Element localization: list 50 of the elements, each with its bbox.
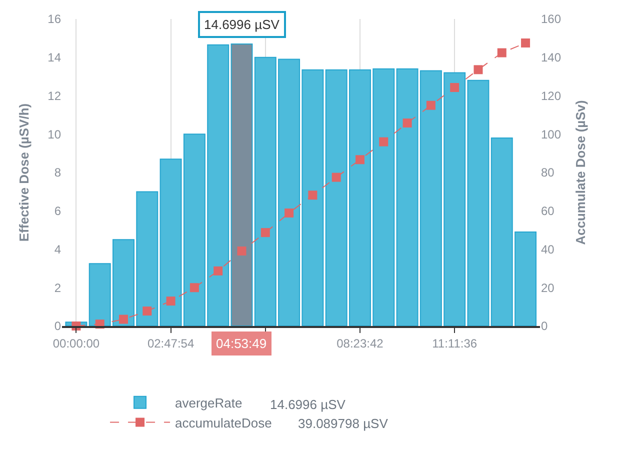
point [521,38,530,48]
text: 14.6996 µSV [270,397,346,412]
point [190,283,199,292]
y-axis-title: Effective Dose (µSV/h) [16,103,32,242]
y-tick-label: 12 [48,88,62,103]
point [474,65,483,74]
x-tick-label: 08:23:42 [336,336,384,350]
point [308,190,318,200]
y2-tick-label: 80 [541,166,555,180]
point [355,155,364,164]
point [402,118,412,128]
y2-tick-label: 20 [541,280,555,295]
text: 04:53:49 [216,336,267,351]
x-tick-label: 02:47:54 [147,336,194,350]
y2-tick-label: 140 [541,50,562,65]
y-tick-label: 10 [48,127,62,142]
x-tick-label: 00:00:00 [52,336,100,350]
point [119,314,128,324]
point [237,246,246,256]
legend-label: accumulateDose [175,415,272,430]
point [497,48,506,58]
y2-axis-title: Accumulate Dose (µSv) [572,100,588,245]
y-tick-label: 8 [54,166,62,180]
bar [467,80,490,326]
y2-tick-label: 120 [541,88,562,103]
point [426,100,436,110]
y-tick-label: 14 [48,50,62,65]
y2-tick-label: 40 [541,242,555,256]
y2-tick-label: 100 [541,127,562,142]
annotation: 14.6996 µSV [204,17,280,32]
y-tick-label: 0 [54,319,62,334]
point [260,228,270,238]
point [284,208,294,218]
y-tick-label: 4 [54,242,62,256]
y2-tick-label: 0 [541,319,548,334]
point [332,172,341,182]
y-tick-label: 2 [54,280,62,295]
y-tick-label: 16 [48,12,62,26]
legend-label: avergeRate [175,395,242,410]
text: 39.089798 µSV [298,416,388,431]
point [450,83,460,92]
point [379,137,388,146]
y-tick-label: 6 [54,204,62,218]
bar [230,43,253,326]
point [166,296,176,306]
x-tick-label: 11:11:36 [432,336,478,350]
y2-tick-label: 60 [541,204,555,218]
point [214,266,223,276]
y2-tick-label: 160 [541,12,562,26]
point [142,306,152,316]
